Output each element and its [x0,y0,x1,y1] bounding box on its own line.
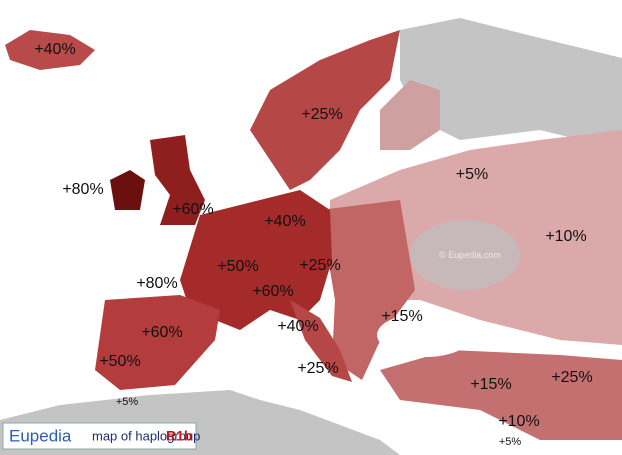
finland [380,80,440,150]
iberia [95,295,220,390]
region-label: +80% [136,275,177,292]
region-label: +60% [172,201,213,218]
turkey-caucasus [380,350,622,440]
pale-zone [410,220,520,290]
italy [290,300,352,382]
region-label: +25% [301,106,342,123]
region-label: +80% [62,181,103,198]
region-label: +25% [299,257,340,274]
region-label: +40% [34,41,75,58]
central-europe [320,200,415,380]
labels: +40% +25% +5% +80% +60% +40% +10% +50% +25% +80% +… [34,41,592,448]
region-label: +40% [277,318,318,335]
north-east-land [400,18,622,150]
region-label: +50% [217,258,258,275]
region-label: +50% [99,353,140,370]
region-label: +5% [499,436,522,448]
region-label: +15% [470,376,511,393]
black-sea [377,313,473,357]
scandinavia [250,30,400,190]
legend-haplogroup: R1b [166,428,192,444]
region-label: +15% [381,308,422,325]
ireland [110,170,145,210]
britain [150,135,205,225]
region-label: +10% [498,413,539,430]
region-label: +5% [456,166,488,183]
region-label: +25% [297,360,338,377]
watermark: © Eupedia.com [439,250,501,260]
legend-box [2,422,197,450]
legend-brand: Eupedia [9,426,72,445]
region-label: +10% [545,228,586,245]
region-label: +5% [116,396,139,408]
region-label: +60% [252,283,293,300]
iceland [5,30,95,70]
region-label: +60% [141,324,182,341]
western-europe [180,190,332,330]
region-label: +40% [264,213,305,230]
legend-text: map of haplogroup [92,428,200,443]
region-label: +25% [551,369,592,386]
